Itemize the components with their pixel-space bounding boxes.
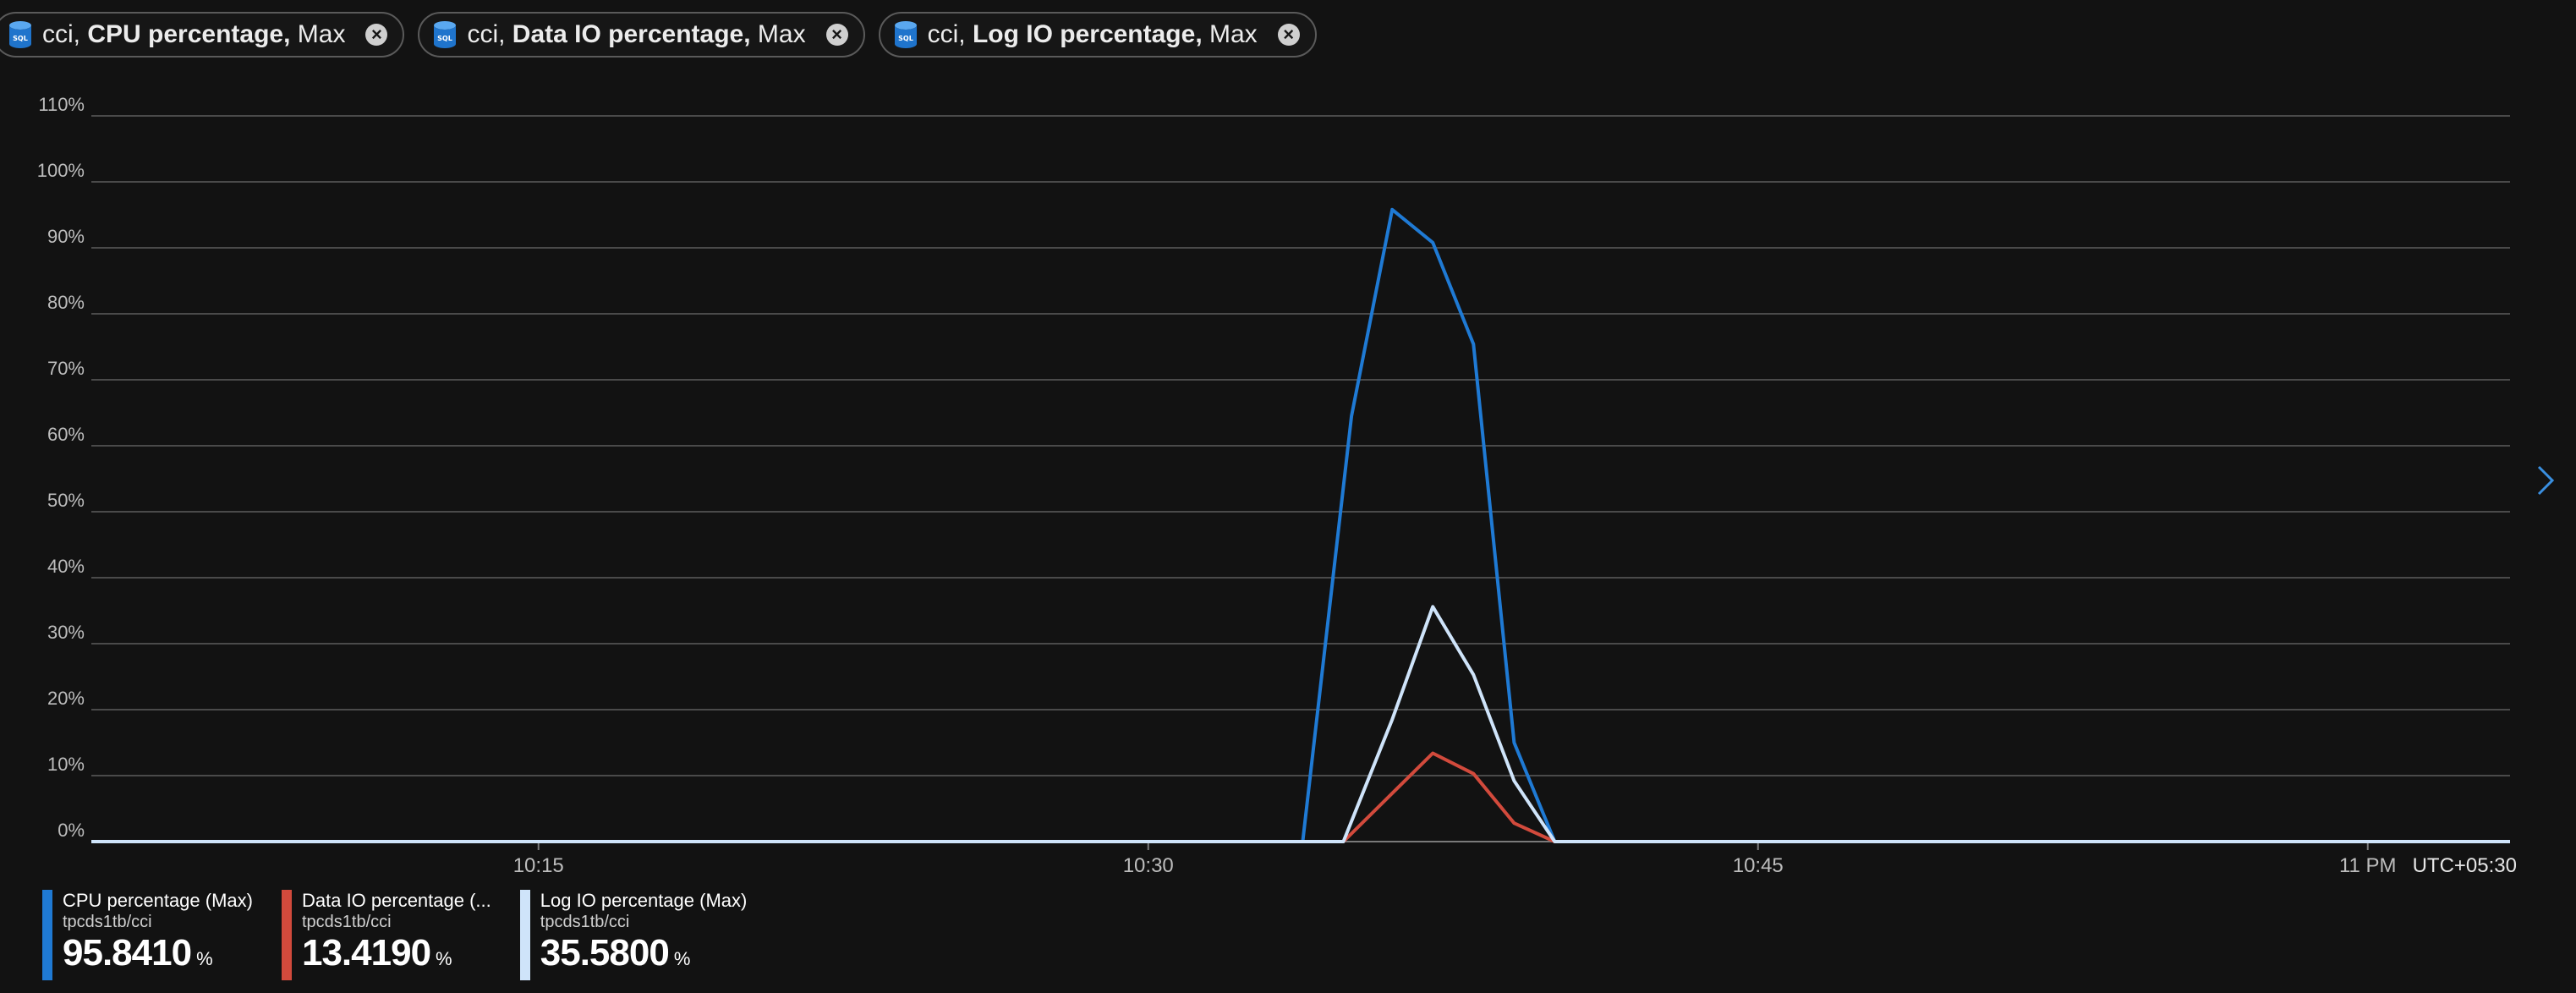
y-tick-label: 40%	[47, 556, 85, 577]
y-tick-label: 10%	[47, 754, 85, 775]
legend-value: 35.5800%	[540, 932, 748, 980]
legend-value: 95.8410%	[63, 932, 253, 980]
legend-swatch	[282, 890, 292, 980]
y-tick-label: 90%	[47, 226, 85, 247]
legend-item-cpu[interactable]: CPU percentage (Max) tpcds1tb/cci 95.841…	[42, 890, 253, 980]
metrics-line-chart[interactable]: 0% 10% 20% 30% 40% 50% 60% 70% 80% 90% 100% 110% 10:…	[0, 0, 2576, 880]
legend-item-data-io[interactable]: Data IO percentage (... tpcds1tb/cci 13.…	[282, 890, 491, 980]
legend-series-name: Data IO percentage (...	[302, 890, 491, 912]
y-tick-label: 60%	[47, 424, 85, 445]
legend-swatch	[42, 890, 52, 980]
timezone-label: UTC+05:30	[2413, 854, 2517, 877]
legend-resource: tpcds1tb/cci	[63, 912, 253, 932]
legend-value: 13.4190%	[302, 932, 491, 980]
y-tick-label: 50%	[47, 490, 85, 511]
series-line-0	[91, 210, 2510, 842]
legend-series-name: Log IO percentage (Max)	[540, 890, 748, 912]
y-tick-label: 0%	[58, 820, 85, 841]
series-line-2	[91, 606, 2510, 842]
x-tick-label: 10:45	[1733, 854, 1784, 877]
chart-legend: CPU percentage (Max) tpcds1tb/cci 95.841…	[42, 890, 747, 980]
x-tick-label: 10:30	[1123, 854, 1174, 877]
chevron-right-icon[interactable]	[2534, 464, 2559, 497]
y-tick-label: 80%	[47, 292, 85, 313]
y-tick-label: 70%	[47, 358, 85, 379]
legend-series-name: CPU percentage (Max)	[63, 890, 253, 912]
legend-resource: tpcds1tb/cci	[302, 912, 491, 932]
legend-resource: tpcds1tb/cci	[540, 912, 748, 932]
y-tick-label: 20%	[47, 688, 85, 709]
x-tick-label: 11 PM	[2339, 854, 2397, 877]
y-tick-label: 100%	[37, 160, 85, 181]
y-tick-label: 30%	[47, 622, 85, 643]
series-line-1	[91, 754, 2510, 842]
legend-swatch	[520, 890, 530, 980]
y-tick-label: 110%	[38, 94, 85, 115]
legend-item-log-io[interactable]: Log IO percentage (Max) tpcds1tb/cci 35.…	[520, 890, 748, 980]
x-tick-label: 10:15	[513, 854, 564, 877]
